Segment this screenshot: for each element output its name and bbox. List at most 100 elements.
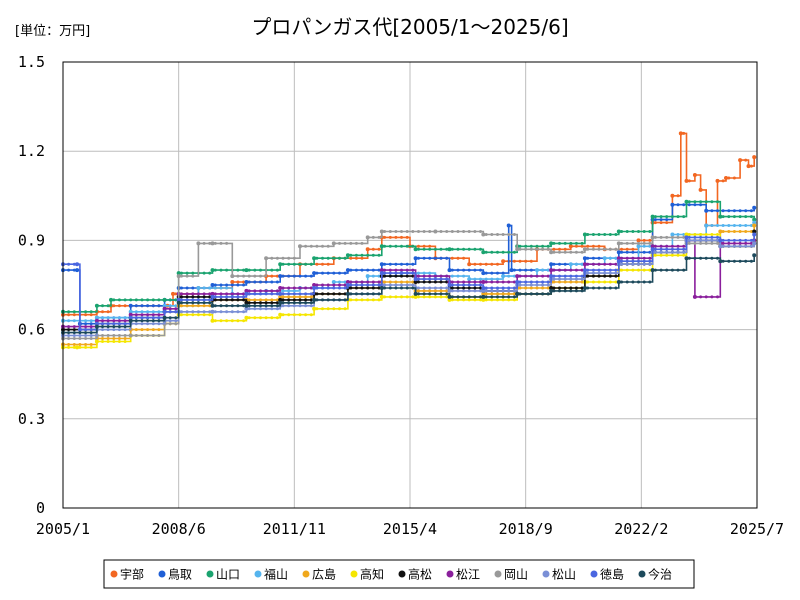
- legend-marker: [158, 570, 166, 578]
- data-point: [479, 230, 482, 233]
- data-point: [174, 298, 178, 302]
- data-point: [642, 230, 646, 233]
- data-point: [292, 262, 296, 266]
- data-point: [422, 280, 426, 284]
- data-point: [682, 268, 686, 272]
- data-point: [568, 262, 573, 267]
- data-point: [558, 241, 561, 245]
- data-point: [704, 295, 708, 299]
- data-point: [473, 289, 477, 293]
- data-point: [518, 244, 522, 248]
- data-point: [287, 286, 291, 290]
- data-point: [732, 224, 736, 227]
- data-point: [247, 292, 251, 296]
- data-point: [574, 241, 578, 245]
- data-point: [112, 325, 116, 329]
- data-point: [699, 256, 703, 260]
- data-point: [467, 277, 472, 282]
- data-point: [89, 325, 93, 329]
- data-point: [603, 247, 607, 251]
- data-point: [445, 292, 449, 296]
- data-point: [106, 322, 110, 326]
- data-point: [304, 262, 308, 266]
- data-point: [642, 256, 646, 260]
- data-point: [456, 230, 460, 233]
- data-point: [298, 298, 302, 302]
- data-point: [101, 328, 104, 332]
- data-point: [191, 274, 195, 278]
- data-point: [225, 283, 229, 287]
- data-point: [213, 295, 217, 299]
- data-point: [704, 235, 708, 239]
- data-point: [732, 176, 736, 180]
- data-point: [746, 164, 751, 169]
- data-point: [515, 247, 520, 252]
- data-point: [236, 274, 240, 278]
- data-point: [749, 215, 753, 219]
- data-point: [591, 271, 595, 275]
- data-point: [484, 295, 488, 299]
- x-tick-label: 2025/7: [730, 520, 784, 538]
- data-point: [616, 229, 621, 234]
- data-point: [456, 286, 460, 290]
- data-point: [490, 271, 494, 275]
- data-point: [631, 280, 635, 284]
- data-point: [484, 289, 488, 293]
- data-point: [749, 230, 753, 233]
- data-point: [569, 250, 573, 254]
- data-point: [101, 325, 104, 329]
- data-point: [529, 244, 533, 248]
- data-point: [574, 250, 578, 254]
- data-point: [270, 268, 274, 272]
- data-point: [140, 319, 144, 323]
- data-point: [210, 303, 215, 308]
- data-point: [315, 286, 319, 290]
- data-point: [490, 295, 494, 299]
- data-point: [501, 292, 505, 296]
- data-point: [67, 262, 71, 266]
- data-point: [219, 304, 223, 308]
- data-point: [281, 274, 285, 278]
- data-point: [75, 268, 80, 273]
- data-point: [413, 280, 418, 284]
- data-point: [718, 229, 723, 234]
- data-point: [614, 233, 618, 236]
- data-point: [687, 179, 691, 183]
- data-point: [496, 262, 499, 266]
- data-point: [467, 286, 471, 290]
- data-point: [371, 292, 375, 296]
- data-point: [479, 283, 482, 287]
- data-point: [727, 230, 731, 233]
- data-point: [512, 286, 516, 290]
- data-point: [450, 230, 454, 233]
- legend-label: 広島: [312, 567, 336, 582]
- legend-label: 高松: [408, 567, 432, 582]
- data-point: [428, 230, 432, 233]
- data-point: [512, 289, 516, 293]
- data-point: [244, 306, 249, 311]
- data-point: [371, 286, 375, 290]
- data-point: [631, 247, 635, 251]
- data-point: [253, 298, 257, 302]
- data-point: [433, 277, 437, 281]
- data-point: [321, 256, 324, 260]
- data-point: [716, 209, 719, 213]
- data-point: [687, 203, 691, 207]
- data-point: [574, 274, 578, 278]
- data-point: [67, 331, 71, 335]
- data-point: [174, 322, 178, 326]
- data-point: [287, 313, 291, 317]
- data-point: [94, 321, 99, 326]
- data-point: [379, 229, 384, 234]
- data-point: [496, 277, 499, 281]
- data-point: [259, 292, 262, 296]
- data-point: [563, 250, 567, 254]
- legend-label: 高知: [360, 567, 384, 582]
- data-point: [388, 271, 392, 275]
- data-point: [732, 244, 736, 248]
- data-point: [405, 268, 409, 272]
- data-point: [304, 301, 308, 305]
- legend-marker: [302, 570, 310, 578]
- data-point: [117, 337, 121, 340]
- data-point: [388, 274, 392, 278]
